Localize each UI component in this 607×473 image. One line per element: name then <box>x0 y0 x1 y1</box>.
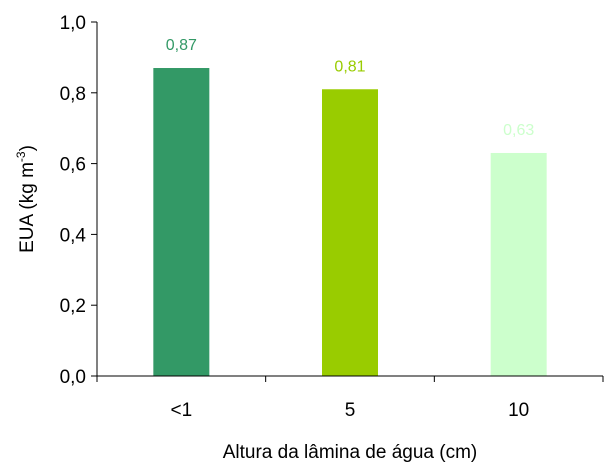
bar-0 <box>153 68 210 377</box>
x-tick-label: <1 <box>170 400 192 421</box>
bar-2 <box>490 152 547 376</box>
y-axis-title-superscript: -3 <box>14 151 28 162</box>
y-tick-label: 0,4 <box>60 225 87 246</box>
bar-1 <box>322 89 378 376</box>
bar-value-label: 0,63 <box>503 122 534 139</box>
bar-value-label: 0,81 <box>334 58 365 75</box>
y-tick-label: 0,2 <box>60 296 86 317</box>
x-axis-title: Altura da lâmina de água (cm) <box>223 442 478 463</box>
bar-value-label: 0,87 <box>166 37 197 54</box>
y-axis-title: EUA (kg m-3) <box>14 145 38 253</box>
y-axis-title-close: ) <box>17 145 38 151</box>
plot-area: 0,0 0,2 0,4 0,6 0,8 1,0 0,87 <1 0,81 5 0,63 10 <box>60 13 604 421</box>
x-tick-label: 5 <box>345 400 356 421</box>
y-tick-label: 0,0 <box>60 367 86 388</box>
x-tick-label: 10 <box>508 400 529 421</box>
y-axis-title-main: EUA (kg m <box>17 162 38 253</box>
y-tick-label: 0,6 <box>60 155 86 176</box>
y-tick-label: 1,0 <box>60 13 86 34</box>
y-tick-label: 0,8 <box>60 84 86 105</box>
